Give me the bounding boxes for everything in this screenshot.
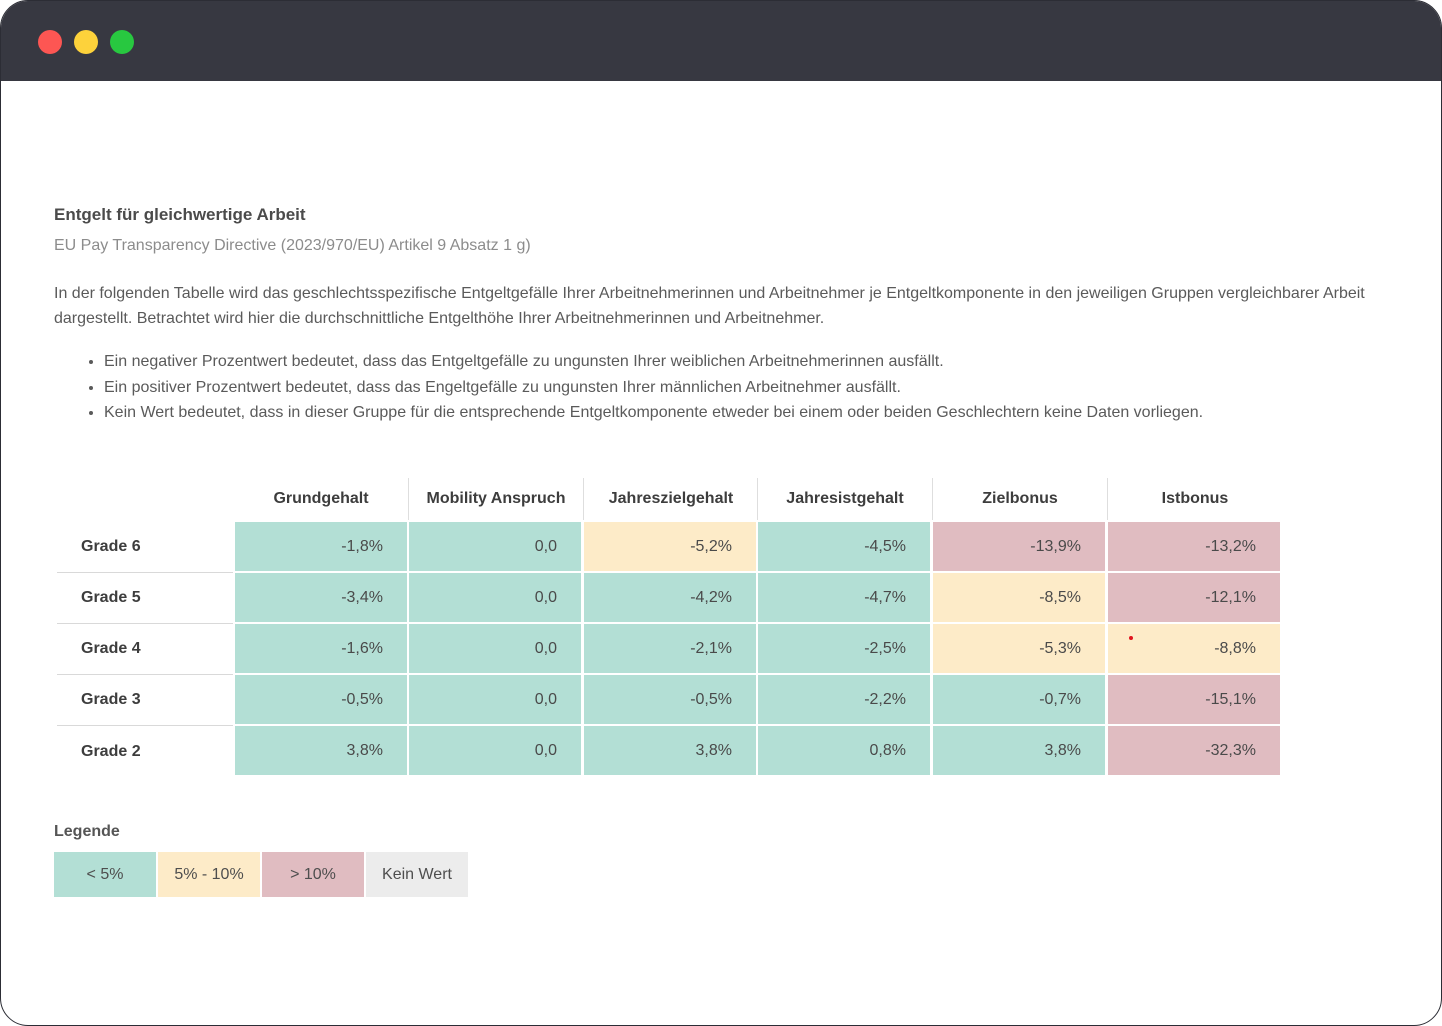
table-cell: -5,2%: [584, 522, 756, 571]
list-item: Kein Wert bedeutet, dass in dieser Grupp…: [104, 400, 1203, 426]
row-label: Grade 4: [57, 624, 233, 675]
legend-item: < 5%: [54, 852, 156, 897]
column-header: Mobility Anspruch: [408, 478, 583, 520]
row-label: Grade 6: [57, 522, 233, 573]
row-label: Grade 5: [57, 573, 233, 624]
table-cell: -5,3%: [933, 624, 1105, 673]
table-cell: -4,7%: [758, 573, 930, 622]
column-header: Istbonus: [1107, 478, 1282, 520]
list-item: Ein positiver Prozentwert bedeutet, dass…: [104, 375, 1203, 401]
cursor-marker: [1129, 636, 1133, 640]
table-cell: -12,1%: [1108, 573, 1280, 622]
table-cell: -2,1%: [584, 624, 756, 673]
table-cell: 0,0: [409, 624, 581, 673]
table-cell: 0,0: [409, 726, 581, 775]
intro-paragraph: In der folgenden Tabelle wird das geschl…: [54, 285, 1365, 327]
table-cell: -0,7%: [933, 675, 1105, 724]
table-cell: 3,8%: [584, 726, 756, 775]
row-label: Grade 3: [57, 675, 233, 726]
title-bar: [1, 1, 1441, 81]
row-label: Grade 2: [81, 742, 141, 760]
close-window-button[interactable]: [38, 30, 62, 54]
legend-title: Legende: [54, 823, 120, 840]
legend-item: Kein Wert: [366, 852, 468, 897]
table-cell: -1,8%: [235, 522, 407, 571]
table-cell: 0,0: [409, 675, 581, 724]
table-cell: -13,9%: [933, 522, 1105, 571]
table-cell: -8,5%: [933, 573, 1105, 622]
legend-item: > 10%: [262, 852, 364, 897]
table-cell: -0,5%: [235, 675, 407, 724]
table-cell: -2,5%: [758, 624, 930, 673]
table-cell: -4,2%: [584, 573, 756, 622]
table-cell: 3,8%: [235, 726, 407, 775]
table-cell: -4,5%: [758, 522, 930, 571]
table-cell: 0,0: [409, 573, 581, 622]
table-cell: -0,5%: [584, 675, 756, 724]
table-cell: 0,8%: [758, 726, 930, 775]
column-header: Zielbonus: [932, 478, 1107, 520]
table-cell: -15,1%: [1108, 675, 1280, 724]
table-cell: 3,8%: [933, 726, 1105, 775]
explanation-list: Ein negativer Prozentwert bedeutet, dass…: [54, 349, 1203, 426]
table-cell: 0,0: [409, 522, 581, 571]
table-cell: -2,2%: [758, 675, 930, 724]
minimize-window-button[interactable]: [74, 30, 98, 54]
table-cell: -32,3%: [1108, 726, 1280, 775]
list-item: Ein negativer Prozentwert bedeutet, dass…: [104, 349, 1203, 375]
legend-item: 5% - 10%: [158, 852, 260, 897]
table-cell: -3,4%: [235, 573, 407, 622]
section-subtitle: EU Pay Transparency Directive (2023/970/…: [54, 237, 531, 254]
column-header: Jahresistgehalt: [757, 478, 932, 520]
maximize-window-button[interactable]: [110, 30, 134, 54]
table-cell: -8,8%: [1108, 624, 1280, 673]
column-header: Grundgehalt: [273, 490, 369, 507]
section-title: Entgelt für gleichwertige Arbeit: [54, 205, 306, 224]
table-cell: -1,6%: [235, 624, 407, 673]
column-header: Jahreszielgehalt: [583, 478, 758, 520]
table-cell: -13,2%: [1108, 522, 1280, 571]
